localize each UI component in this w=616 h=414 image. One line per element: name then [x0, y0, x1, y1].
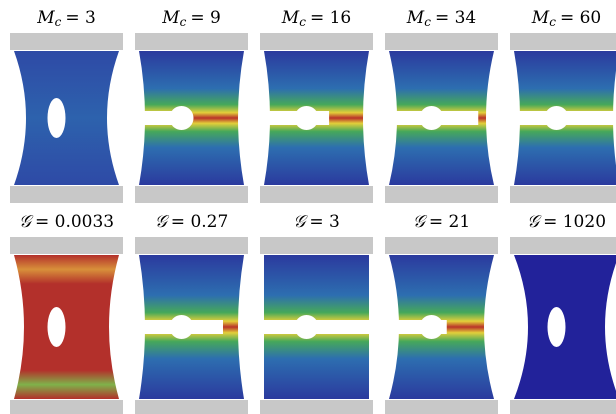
label-rel: = 9 [190, 8, 220, 28]
panel-label: Mc = 34 [406, 8, 476, 29]
label-sub: c [299, 15, 306, 29]
label-symbol: M [36, 8, 55, 28]
label-rel: = 0.27 [171, 212, 229, 232]
clamp-top [510, 33, 616, 50]
panel: Mc = 60 [510, 8, 616, 204]
hole [170, 106, 194, 130]
hole [170, 315, 194, 339]
hole [48, 98, 66, 138]
panel: Mc= 3 [10, 8, 123, 204]
label-rel: = 1020 [543, 212, 606, 232]
clamp-bottom [260, 186, 373, 203]
label-rel: = 34 [435, 8, 476, 28]
panel: 𝒢= 3 [260, 212, 373, 414]
clamp-bottom [510, 400, 616, 414]
label-sub: c [55, 15, 62, 29]
clamp-top [260, 237, 373, 254]
hole [420, 106, 444, 130]
label-sub: c [180, 15, 187, 29]
clamp-top [385, 33, 498, 50]
clamp-bottom [260, 400, 373, 414]
clamp-bottom [385, 400, 498, 414]
panel-label: Mc = 60 [531, 8, 601, 29]
clamp-bottom [10, 186, 123, 203]
figure: Mc= 3Mc= 9Mc= 16Mc= 34Mc= 60𝒢= 0.0033𝒢= … [0, 0, 616, 414]
label-rel: = 60 [560, 8, 601, 28]
panel: Mc= 9 [135, 8, 248, 204]
hole [295, 106, 319, 130]
label-symbol: M [531, 8, 550, 28]
label-rel: = 21 [429, 212, 470, 232]
clamp-bottom [135, 186, 248, 203]
clamp-bottom [510, 186, 616, 203]
hole [545, 106, 569, 130]
panel: 𝒢= 1020 [510, 212, 616, 414]
panel-label: Mc= 3 [36, 8, 96, 29]
panel-label: 𝒢= 3 [293, 212, 340, 232]
panel-label: 𝒢= 21 [413, 212, 470, 232]
hole [295, 315, 319, 339]
clamp-bottom [385, 186, 498, 203]
label-symbol: M [281, 8, 300, 28]
clamp-top [10, 33, 123, 50]
hole [48, 307, 66, 347]
panel: 𝒢= 0.27 [135, 212, 248, 414]
clamp-bottom [135, 400, 248, 414]
panel-label: Mc= 9 [161, 8, 221, 29]
panel-label: 𝒢= 0.0033 [19, 212, 114, 232]
specimen [14, 51, 119, 185]
clamp-top [510, 237, 616, 254]
clamp-top [260, 33, 373, 50]
clamp-top [135, 237, 248, 254]
label-rel: = 3 [65, 8, 95, 28]
label-symbol: M [161, 8, 180, 28]
label-rel: = 3 [309, 212, 339, 232]
clamp-top [385, 237, 498, 254]
label-symbol: 𝒢 [293, 212, 308, 232]
label-symbol: M [406, 8, 425, 28]
clamp-top [135, 33, 248, 50]
specimen [14, 255, 119, 399]
label-sub: c [424, 15, 431, 29]
panel-label: 𝒢= 0.27 [155, 212, 229, 232]
label-rel: = 16 [310, 8, 351, 28]
label-symbol: 𝒢 [413, 212, 428, 232]
label-sub: c [549, 15, 556, 29]
panel: 𝒢= 21 [385, 212, 498, 414]
label-rel: = 0.0033 [35, 212, 114, 232]
clamp-top [10, 237, 123, 254]
panel: Mc = 16 [260, 8, 373, 204]
clamp-bottom [10, 400, 123, 414]
panel-label: 𝒢= 1020 [527, 212, 606, 232]
panel: Mc = 34 [385, 8, 498, 204]
label-symbol: 𝒢 [527, 212, 542, 232]
label-symbol: 𝒢 [155, 212, 170, 232]
panel-label: Mc = 16 [281, 8, 351, 29]
hole [548, 307, 566, 347]
hole [420, 315, 444, 339]
label-symbol: 𝒢 [19, 212, 34, 232]
panel: 𝒢= 0.0033 [10, 212, 123, 414]
